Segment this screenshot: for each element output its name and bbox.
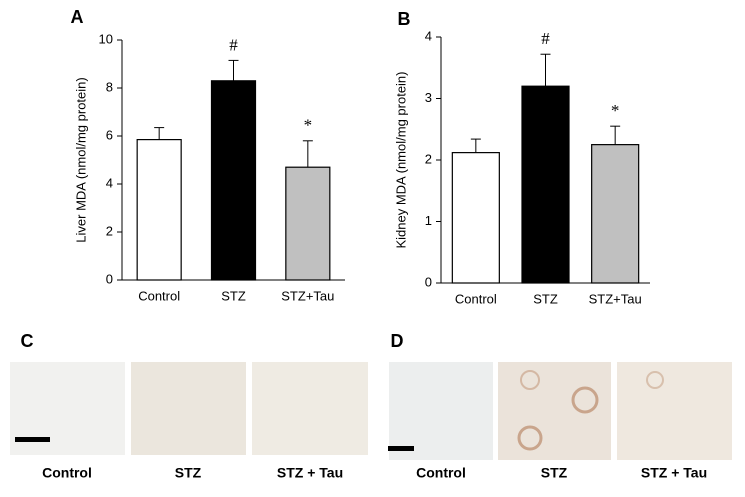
x-tick-label: STZ+Tau [589,291,642,306]
bar [451,152,500,284]
micrographs-c [10,362,368,455]
panel-label: A [71,7,84,27]
y-tick-label: 0 [425,274,432,289]
y-tick-label: 6 [106,127,113,142]
micrograph [252,362,368,455]
y-tick-label: 1 [425,213,432,228]
annotation: # [541,29,550,48]
x-tick-label: Control [455,291,497,306]
caption: STZ [541,465,568,481]
caption: STZ [175,465,202,481]
scale-bar [15,437,50,442]
caption: STZ + Tau [641,465,707,481]
y-tick-label: 8 [106,79,113,94]
caption: Control [416,465,466,481]
stain [646,371,664,389]
micrograph [131,362,246,455]
micrograph [498,362,611,460]
micrograph [617,362,732,460]
y-axis-label: Kidney MDA (nmol/mg protein) [393,71,408,248]
y-tick-label: 0 [106,271,113,286]
bar [285,166,331,281]
micrographs-d [388,362,732,460]
caption: Control [42,465,92,481]
panel-label: B [398,9,411,29]
x-tick-label: Control [138,288,180,303]
annotation: # [229,35,238,54]
stain [517,425,543,451]
scale-bar [388,446,414,451]
bar [521,85,570,284]
micrograph [389,362,493,460]
panel-label: C [21,331,34,351]
x-tick-label: STZ+Tau [281,288,334,303]
bar [591,144,640,284]
y-axis-label: Liver MDA (nmol/mg protein) [73,77,88,242]
y-tick-label: 10 [99,31,113,46]
annotation: * [304,116,313,135]
bar [136,139,182,281]
panel-label: D [391,331,404,351]
y-tick-label: 4 [425,28,432,43]
bar [210,80,257,281]
annotation: * [611,101,620,120]
y-tick-label: 2 [425,151,432,166]
x-tick-label: STZ [533,291,558,306]
y-tick-label: 4 [106,175,113,190]
y-tick-label: 3 [425,90,432,105]
caption: STZ + Tau [277,465,343,481]
x-tick-label: STZ [221,288,246,303]
stain [520,370,540,390]
y-tick-label: 2 [106,223,113,238]
stain [571,386,599,414]
